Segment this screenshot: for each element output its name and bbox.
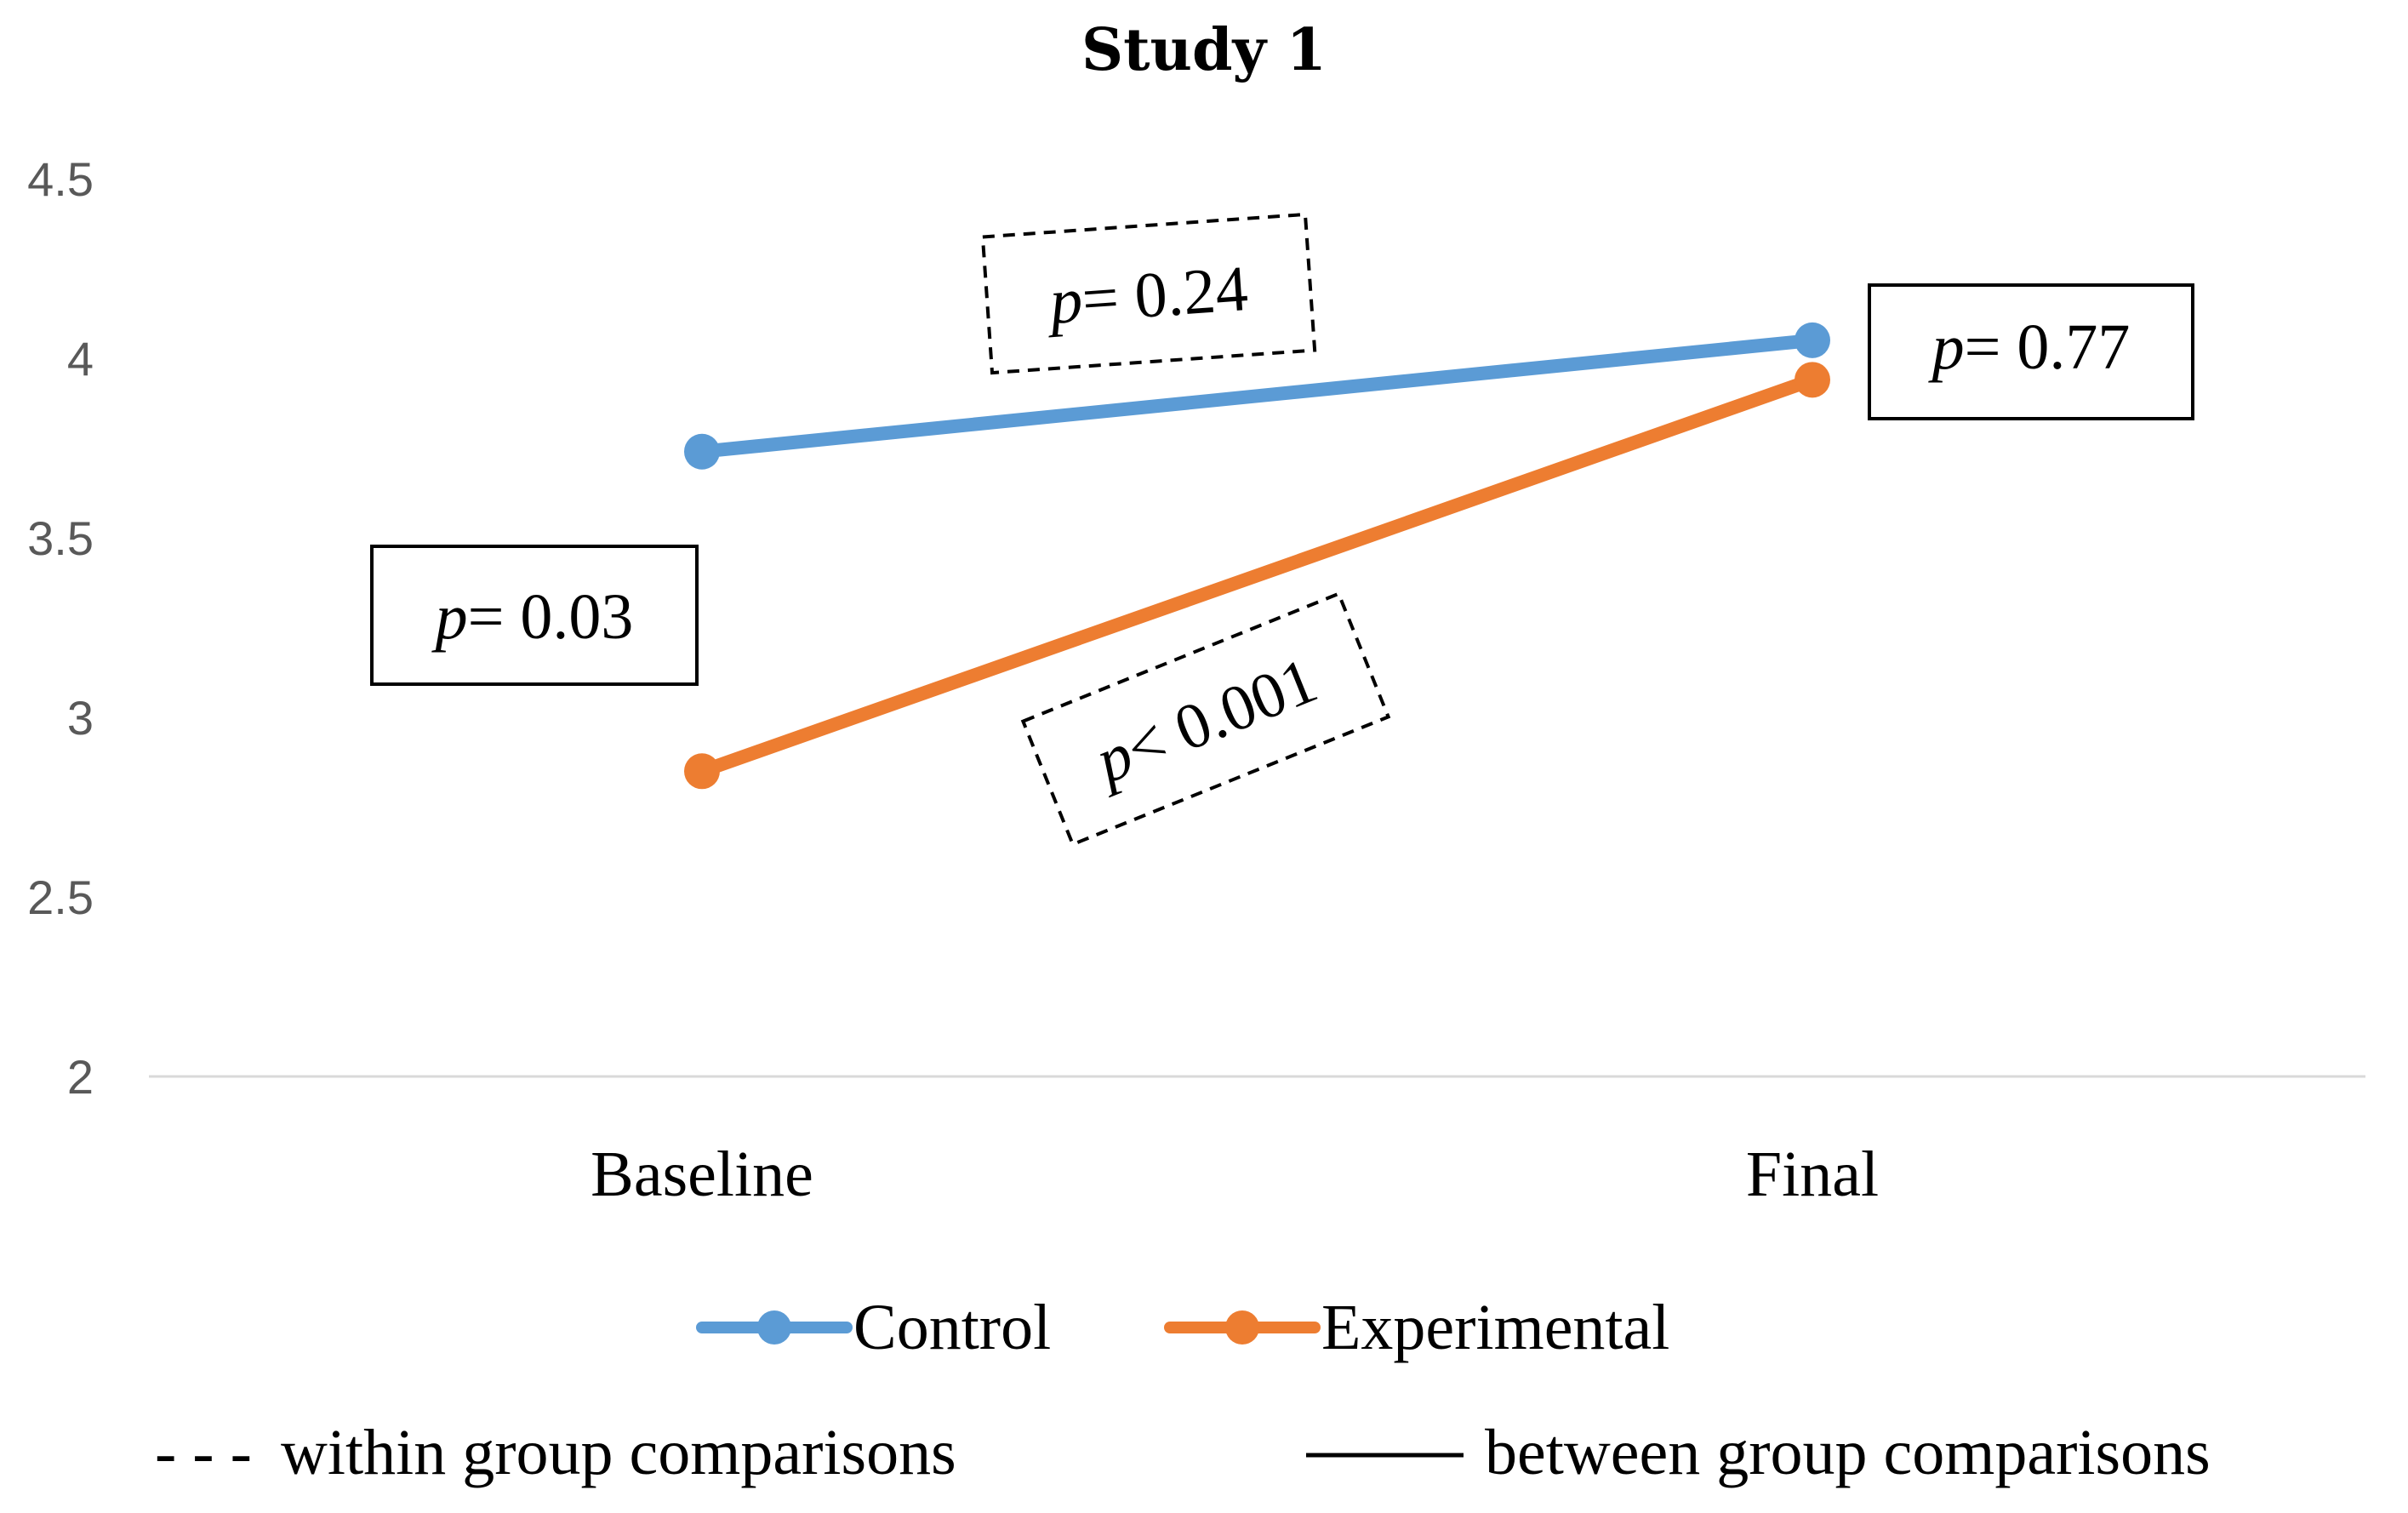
x-tick-label: Final [1746, 1139, 1879, 1210]
y-tick-label: 4 [67, 332, 94, 385]
annotation-control-within: p= 0.24 [980, 212, 1317, 375]
legend-key-within-label: within group comparisons [281, 1417, 956, 1488]
y-tick-label: 4.5 [27, 152, 94, 206]
legend-item-experimental: Experimental [1164, 1292, 1669, 1363]
y-tick-label: 2.5 [27, 871, 94, 924]
series-layer [684, 322, 1830, 790]
svg-text:p= 0.77: p= 0.77 [1928, 311, 2131, 383]
y-axis-ticks: 2 2.5 3 3.5 4 4.5 [27, 152, 94, 1104]
legend-key-between-label: between group comparisons [1485, 1417, 2211, 1488]
svg-text:p= 0.03: p= 0.03 [431, 581, 634, 653]
series-line-control [695, 333, 1819, 459]
annotation-control-within-p: p [1043, 265, 1085, 339]
annotation-control-within-text: = 0.24 [1080, 253, 1250, 335]
svg-text:p= 0.24: p= 0.24 [1043, 253, 1250, 338]
data-point-experimental-final [1795, 362, 1830, 398]
annotation-baseline-between-text: = 0.03 [468, 581, 634, 653]
annotation-exp-within: p< 0.001 [1020, 591, 1391, 847]
y-tick-label: 2 [67, 1050, 94, 1104]
data-point-experimental-baseline [684, 753, 720, 790]
legend-item-control: Control [696, 1292, 1051, 1363]
annotation-baseline-between-p: p [431, 581, 468, 653]
data-point-control-final [1795, 322, 1830, 358]
annotation-final-between-p: p [1928, 311, 1965, 383]
y-tick-label: 3.5 [27, 511, 94, 565]
annotation-final-between: p= 0.77 [1868, 283, 2194, 420]
legend-label-control: Control [853, 1292, 1051, 1363]
legend-marker-experimental [1225, 1310, 1259, 1345]
annotation-exp-within-text: < 0.001 [1116, 644, 1327, 785]
x-axis-categories: Baseline Final [591, 1139, 1879, 1210]
legend-key-between: between group comparisons [1306, 1417, 2211, 1488]
legend-key-within-symbol: - - - [155, 1417, 252, 1488]
svg-text:p< 0.001: p< 0.001 [1082, 644, 1327, 798]
chart-title: Study 1 [1081, 16, 1327, 84]
x-tick-label: Baseline [591, 1139, 813, 1210]
legend-label-experimental: Experimental [1321, 1292, 1669, 1363]
annotation-final-between-text: = 0.77 [1965, 311, 2131, 383]
annotation-baseline-between: p= 0.03 [370, 545, 699, 686]
y-tick-label: 3 [67, 691, 94, 745]
data-point-control-baseline [684, 433, 720, 470]
series-line-experimental [695, 373, 1819, 779]
legend-marker-control [757, 1310, 791, 1345]
legend: Control Experimental - - - within group … [155, 1292, 2211, 1488]
legend-key-within: - - - within group comparisons [155, 1417, 956, 1488]
